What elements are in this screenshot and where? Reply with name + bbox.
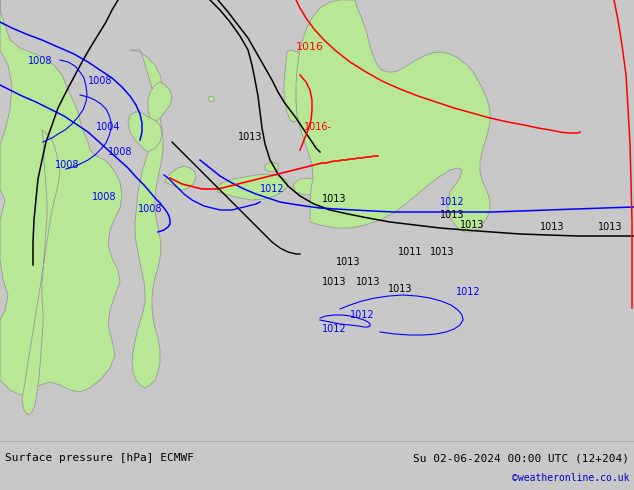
Polygon shape: [128, 112, 162, 152]
Polygon shape: [148, 82, 172, 122]
Text: 1008: 1008: [92, 192, 117, 202]
Text: 1013: 1013: [322, 194, 347, 204]
Polygon shape: [293, 178, 320, 195]
Text: 1008: 1008: [108, 147, 133, 157]
Text: 1013: 1013: [388, 284, 413, 294]
Polygon shape: [216, 174, 288, 200]
Text: 1008: 1008: [55, 160, 79, 170]
Polygon shape: [296, 0, 490, 232]
Polygon shape: [265, 162, 278, 172]
Polygon shape: [22, 130, 60, 415]
Text: 1008: 1008: [88, 76, 112, 86]
Text: Su 02-06-2024 00:00 UTC (12+204): Su 02-06-2024 00:00 UTC (12+204): [413, 453, 629, 463]
Text: 1012: 1012: [440, 197, 465, 207]
Text: 1013: 1013: [238, 132, 262, 142]
Text: 1016: 1016: [296, 42, 324, 52]
Text: 1012: 1012: [322, 324, 347, 334]
Polygon shape: [0, 0, 122, 395]
Text: Surface pressure [hPa] ECMWF: Surface pressure [hPa] ECMWF: [5, 453, 194, 463]
Text: 1012: 1012: [260, 184, 285, 194]
Text: 1013: 1013: [336, 257, 361, 267]
Text: 1013: 1013: [598, 222, 623, 232]
Polygon shape: [358, 180, 366, 190]
Text: 1013: 1013: [440, 210, 465, 220]
Text: 1013: 1013: [540, 222, 564, 232]
Text: 1012: 1012: [350, 310, 375, 320]
Text: 1013: 1013: [460, 220, 484, 230]
Polygon shape: [165, 166, 196, 190]
Text: 1011: 1011: [398, 247, 422, 257]
Polygon shape: [130, 50, 163, 388]
Polygon shape: [284, 50, 308, 122]
Polygon shape: [208, 96, 215, 102]
Text: 1013: 1013: [356, 277, 380, 287]
Text: 1013: 1013: [322, 277, 347, 287]
Text: 1004: 1004: [96, 122, 120, 132]
Text: 1016-: 1016-: [304, 122, 332, 132]
Text: 1013: 1013: [430, 247, 455, 257]
Text: ©weatheronline.co.uk: ©weatheronline.co.uk: [512, 473, 629, 483]
Polygon shape: [348, 190, 358, 200]
Text: 1008: 1008: [138, 204, 162, 214]
Text: 1012: 1012: [456, 287, 481, 297]
Text: 1008: 1008: [28, 56, 53, 66]
